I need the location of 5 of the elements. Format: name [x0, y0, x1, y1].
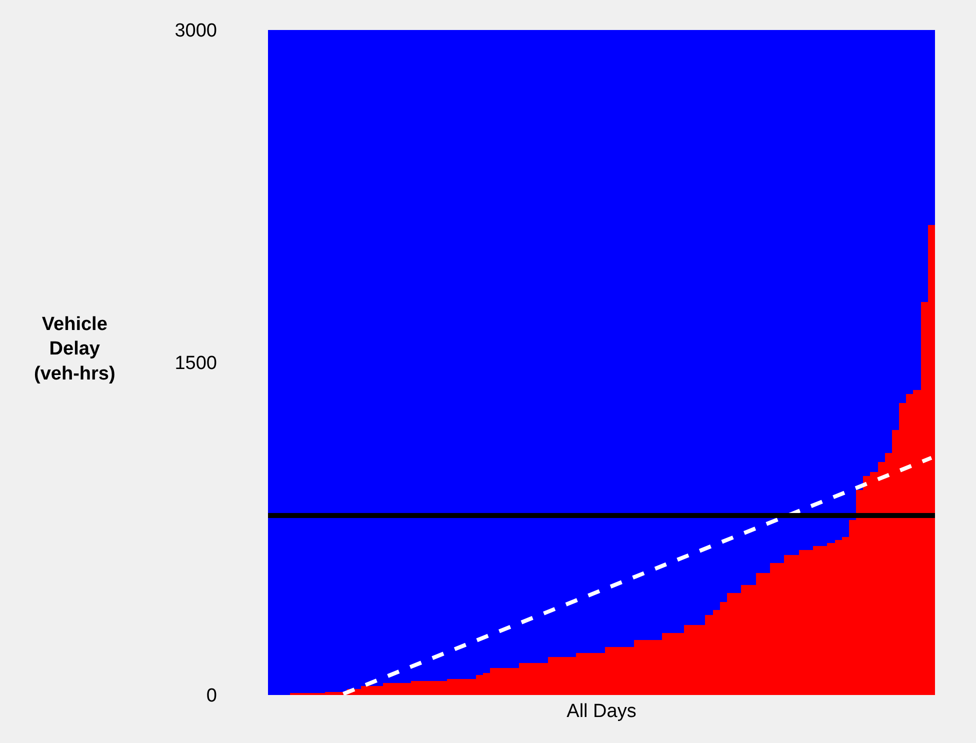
y-tick-label: 0: [206, 686, 217, 707]
y-tick-label: 3000: [174, 20, 217, 42]
y-axis-title: Vehicle Delay (veh-hrs): [34, 314, 116, 384]
y-tick-label: 1500: [174, 353, 217, 374]
x-axis-title: All Days: [566, 700, 636, 722]
